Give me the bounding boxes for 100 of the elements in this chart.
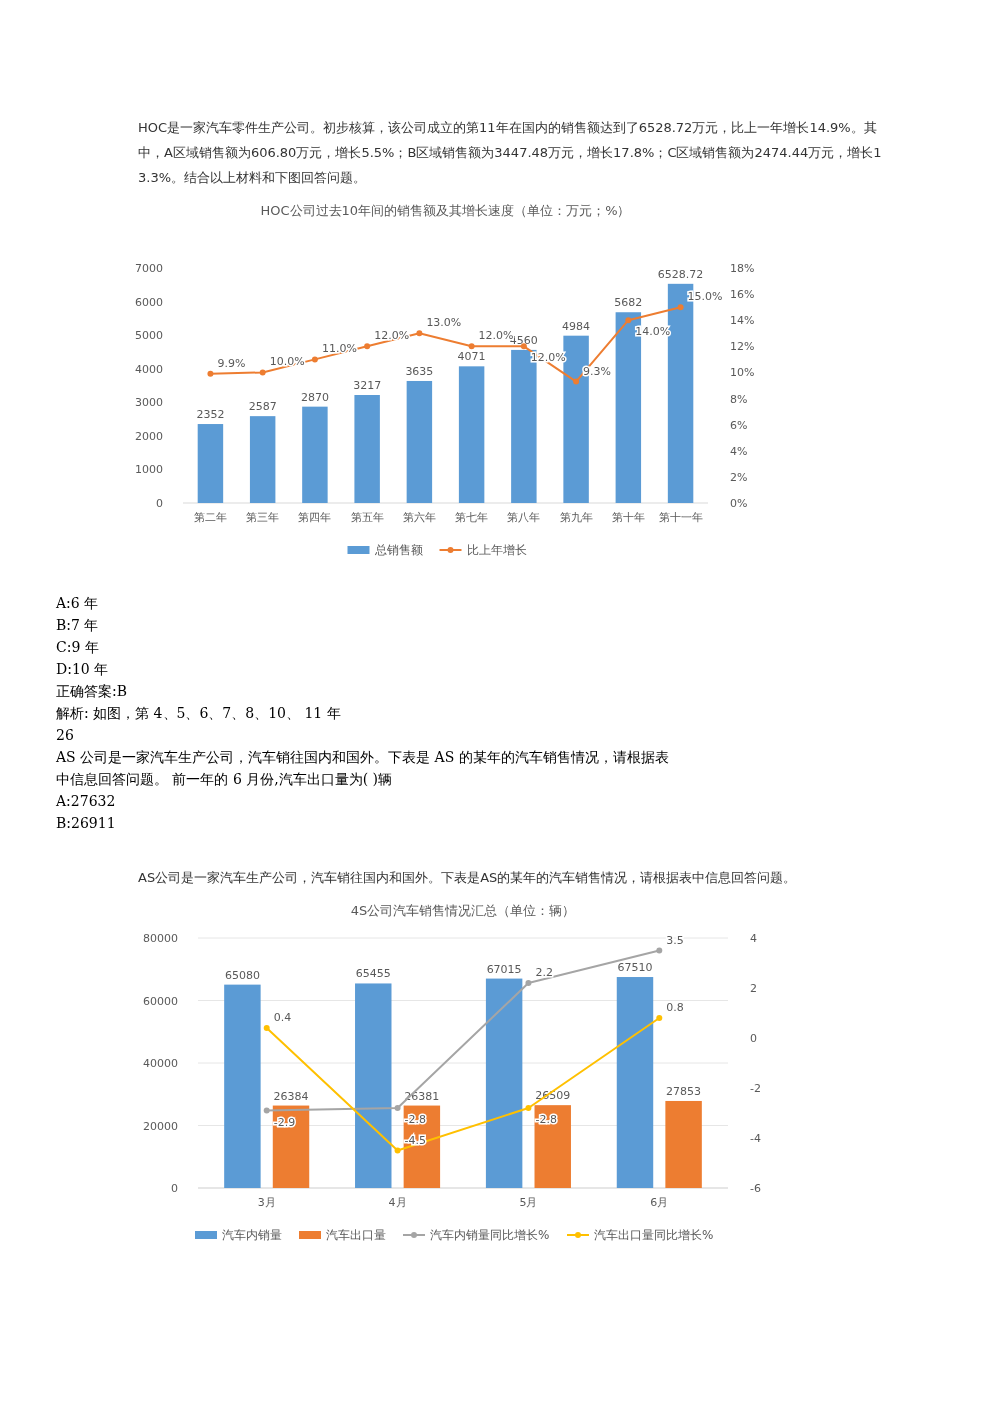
data-label: 26381 bbox=[404, 1089, 440, 1103]
text: AS 公司是一家汽车生产公司，汽车销往国内和国外。下表是 AS 的某年的汽车销售情况，请根据表 bbox=[55, 749, 669, 765]
y2-tick-label: 18% bbox=[730, 262, 755, 275]
point bbox=[263, 1107, 270, 1114]
data-label: 12.0% bbox=[374, 329, 410, 343]
point bbox=[311, 356, 318, 363]
y2-tick-label: 12% bbox=[730, 340, 755, 354]
y2-tick-label: 10% bbox=[730, 366, 755, 380]
x-tick-label: 第四年 bbox=[298, 511, 332, 524]
y-tick-label: 6000 bbox=[135, 295, 163, 309]
x-tick-label: 6月 bbox=[650, 1196, 669, 1209]
text: A:6 年 bbox=[55, 595, 99, 611]
point bbox=[394, 1147, 401, 1154]
data-label: -2.8 bbox=[535, 1113, 557, 1126]
bar bbox=[406, 380, 433, 503]
y-tick-label: 2000 bbox=[135, 429, 163, 443]
bar bbox=[197, 424, 224, 503]
point bbox=[656, 947, 663, 954]
x-tick-label: 第二年 bbox=[193, 511, 227, 524]
point bbox=[259, 369, 266, 376]
x-tick-label: 第九年 bbox=[559, 511, 593, 524]
data-label: 3635 bbox=[405, 364, 434, 378]
text: 中信息回答问题。 前一年的 6 月份,汽车出口量为( )辆 bbox=[56, 771, 393, 787]
y2-tick-label: 0% bbox=[730, 497, 748, 510]
bar bbox=[665, 1100, 702, 1188]
x-tick-label: 第三年 bbox=[246, 511, 280, 524]
text: D:10 年 bbox=[56, 661, 109, 677]
data-label: 67510 bbox=[617, 961, 653, 975]
y2-tick-label: 2% bbox=[730, 470, 748, 484]
data-label: 6528.72 bbox=[657, 267, 704, 281]
bar bbox=[354, 395, 380, 503]
data-label: 3.5 bbox=[666, 933, 684, 947]
bar bbox=[302, 406, 328, 503]
text: B:26911 bbox=[56, 815, 116, 831]
data-label: 11.0% bbox=[321, 342, 357, 356]
y2-tick-label: 14% bbox=[730, 314, 755, 328]
x-tick-label: 5月 bbox=[519, 1196, 538, 1209]
point bbox=[394, 1105, 401, 1111]
point bbox=[263, 1025, 270, 1031]
y2-tick-label: 16% bbox=[730, 288, 755, 302]
text: 26 bbox=[56, 727, 74, 743]
point bbox=[207, 370, 214, 377]
data-label: 2.2 bbox=[535, 966, 553, 979]
data-label: 67015 bbox=[486, 962, 522, 976]
point bbox=[677, 304, 684, 311]
point bbox=[364, 343, 371, 350]
chart-title: HOC公司过去10年间的销售额及其增长速度（单位：万元；%） bbox=[260, 203, 631, 218]
data-label: 4984 bbox=[562, 319, 591, 333]
y2-tick-label: -6 bbox=[750, 1182, 761, 1195]
y2-tick-label: -2 bbox=[750, 1082, 761, 1095]
y-tick-label: 0 bbox=[156, 497, 163, 510]
data-label: 3217 bbox=[353, 379, 382, 392]
x-tick-label: 第八年 bbox=[507, 511, 541, 524]
legend-label: 汽车内销量同比增长% bbox=[430, 1228, 550, 1242]
x-tick-label: 第五年 bbox=[350, 511, 384, 524]
text: C:9 年 bbox=[56, 639, 99, 655]
point bbox=[525, 980, 532, 986]
y-tick-label: 60000 bbox=[143, 994, 178, 1008]
chart-title: 4S公司汽车销售情况汇总（单位：辆） bbox=[350, 903, 576, 918]
data-label: 10.0% bbox=[269, 355, 305, 369]
point bbox=[525, 1105, 532, 1111]
y2-tick-label: 2 bbox=[750, 982, 757, 995]
legend-label: 汽车内销量 bbox=[222, 1228, 282, 1242]
data-label: 65080 bbox=[224, 968, 260, 982]
y-tick-label: 80000 bbox=[143, 932, 178, 945]
x-tick-label: 第六年 bbox=[402, 511, 436, 524]
y-tick-label: 40000 bbox=[143, 1057, 178, 1070]
data-label: -2.9 bbox=[273, 1115, 296, 1129]
bar bbox=[355, 983, 392, 1188]
x-tick-label: 3月 bbox=[257, 1196, 276, 1209]
y2-tick-label: 4 bbox=[750, 932, 757, 945]
text: 解析: 如图，第 4、5、6、7、8、10、 11 年 bbox=[56, 705, 341, 721]
x-tick-label: 第七年 bbox=[455, 511, 489, 524]
y2-tick-label: -4 bbox=[750, 1132, 761, 1145]
legend-label: 比上年增长 bbox=[466, 543, 527, 557]
x-tick-label: 第十一年 bbox=[658, 511, 703, 524]
text: 正确答案:B bbox=[56, 683, 128, 699]
point bbox=[625, 317, 632, 324]
y2-tick-label: 6% bbox=[730, 418, 748, 432]
data-label: 26384 bbox=[273, 1089, 309, 1103]
point bbox=[656, 1015, 663, 1021]
y2-tick-label: 0 bbox=[750, 1032, 757, 1045]
y2-tick-label: 8% bbox=[730, 392, 748, 406]
point bbox=[416, 330, 423, 337]
data-label: 27853 bbox=[666, 1084, 702, 1098]
data-label: 2870 bbox=[300, 390, 329, 404]
y-tick-label: 4000 bbox=[135, 362, 163, 376]
bar bbox=[616, 977, 654, 1188]
y-tick-label: 20000 bbox=[143, 1119, 178, 1133]
x-tick-label: 4月 bbox=[388, 1196, 407, 1209]
data-label: 13.0% bbox=[426, 316, 462, 330]
text: B:7 年 bbox=[56, 617, 99, 633]
bar bbox=[249, 416, 276, 503]
bar bbox=[224, 984, 261, 1188]
data-label: 9.9% bbox=[217, 356, 246, 370]
y-tick-label: 7000 bbox=[135, 262, 163, 275]
data-label: 4071 bbox=[457, 350, 486, 364]
legend-label: 汽车出口量同比增长% bbox=[594, 1228, 714, 1242]
data-label: -4.5 bbox=[404, 1133, 427, 1147]
y2-tick-label: 4% bbox=[730, 444, 748, 458]
